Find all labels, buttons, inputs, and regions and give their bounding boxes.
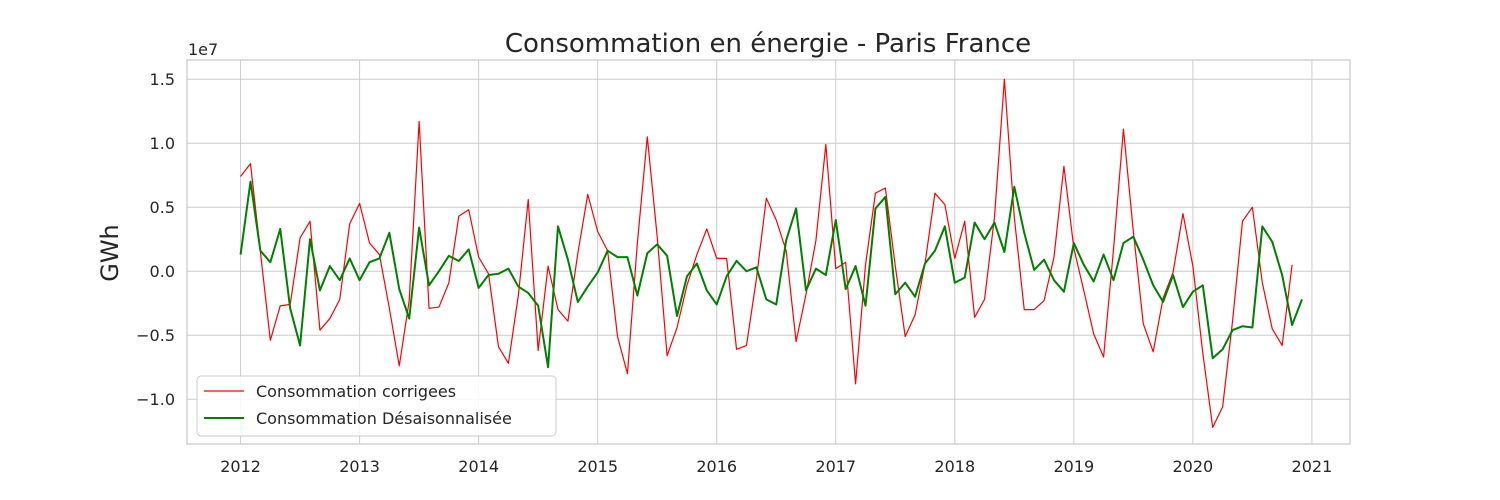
x-axis-ticks: 2012 2013 2014 2015 2016 2017 2018 2019 2020 2021 bbox=[220, 457, 1332, 476]
y-axis-ticks: 1.5 1.0 0.5 0.0 −0.5 −1.0 bbox=[136, 70, 175, 409]
x-tick-label: 2016 bbox=[696, 457, 737, 476]
x-tick-label: 2012 bbox=[220, 457, 261, 476]
y-tick-label: −0.5 bbox=[136, 326, 175, 345]
x-tick-label: 2021 bbox=[1292, 457, 1333, 476]
x-tick-label: 2020 bbox=[1173, 457, 1214, 476]
y-tick-label: 1.0 bbox=[150, 134, 175, 153]
y-axis-label: GWh bbox=[96, 224, 124, 282]
x-tick-label: 2017 bbox=[815, 457, 856, 476]
x-tick-label: 2015 bbox=[577, 457, 618, 476]
series-line-corrigees bbox=[240, 78, 1293, 428]
legend-label-corrigees: Consommation corrigees bbox=[256, 382, 456, 401]
y-tick-label: 0.5 bbox=[150, 198, 175, 217]
plot-frame bbox=[186, 59, 1351, 445]
series-layer bbox=[239, 78, 1303, 428]
chart-title: Consommation en énergie - Paris France bbox=[505, 29, 1031, 59]
legend-label-desaisonnalisee: Consommation Désaisonnalisée bbox=[256, 409, 512, 428]
y-tick-label: −1.0 bbox=[136, 390, 175, 409]
series-line-desaisonnalisee bbox=[239, 180, 1303, 369]
legend: Consommation corrigees Consommation Désa… bbox=[196, 375, 557, 437]
x-tick-label: 2019 bbox=[1053, 457, 1094, 476]
legend-box bbox=[196, 375, 557, 437]
y-tick-label: 1.5 bbox=[150, 70, 175, 89]
y-scale-label: 1e7 bbox=[188, 40, 218, 59]
x-tick-label: 2018 bbox=[934, 457, 975, 476]
y-tick-label: 0.0 bbox=[150, 262, 175, 281]
x-tick-label: 2014 bbox=[458, 457, 499, 476]
x-tick-label: 2013 bbox=[339, 457, 380, 476]
